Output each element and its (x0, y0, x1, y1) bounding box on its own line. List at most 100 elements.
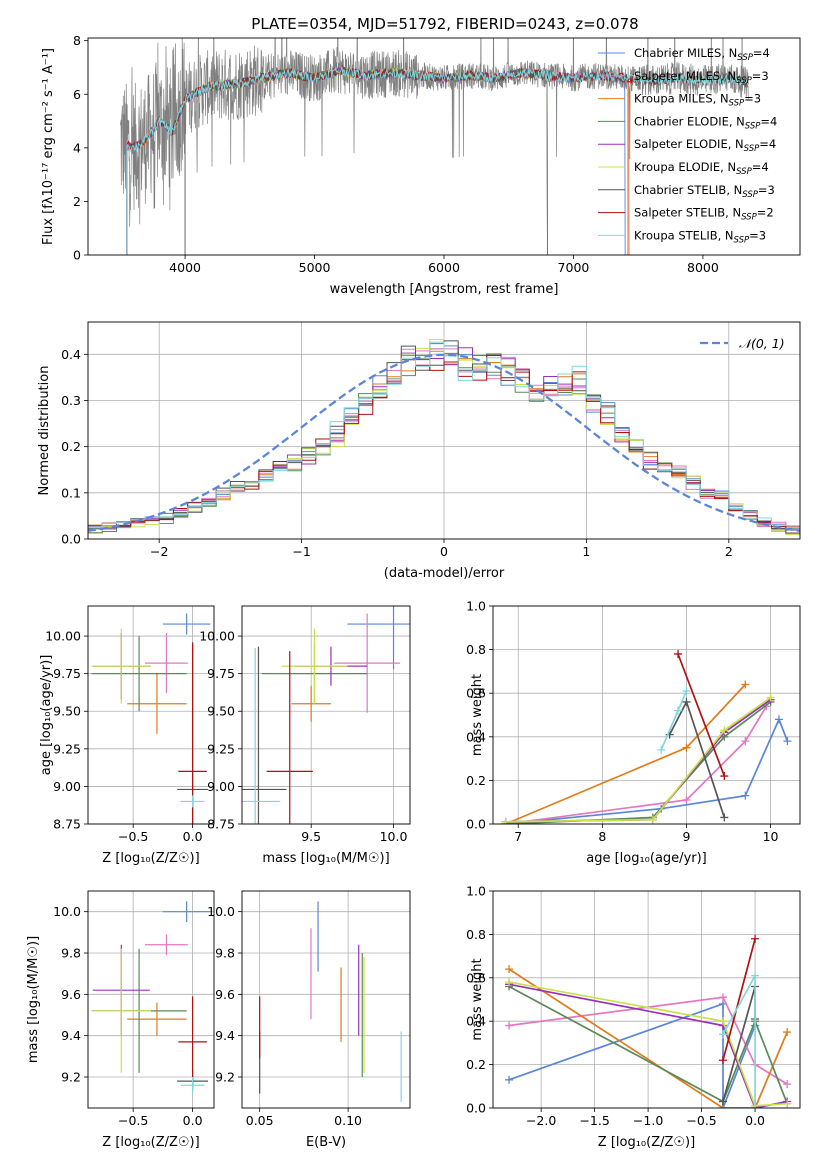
y-axis-label: mass weight (470, 674, 485, 756)
weight-line (505, 705, 768, 824)
weight-marker (741, 737, 750, 746)
y-tick-label: 0.2 (466, 1057, 486, 1072)
weight-marker (751, 934, 760, 943)
y-tick-label: 0.3 (61, 393, 81, 408)
panel-weight-vs-age: 7 8 9 10 0.0 0.2 0.4 0.6 0.8 1.0 age [log₁₀(age/yr… (466, 599, 801, 866)
axes-frame (87, 321, 801, 540)
weight-line (677, 653, 726, 777)
weight-line (508, 1002, 756, 1108)
y-tick-label: 9.75 (53, 666, 81, 681)
x-tick-label: 9 (682, 829, 690, 844)
x-tick-label: −1.0 (633, 1113, 663, 1128)
x-tick-label: 9.5 (301, 829, 321, 844)
x-tick-label: 0.05 (246, 1113, 274, 1128)
y-tick-label: 0.8 (466, 927, 486, 942)
axes-frame (87, 605, 215, 825)
weight-marker (648, 815, 657, 824)
x-tick-label: 4000 (169, 260, 201, 275)
x-tick-label: −0.5 (118, 829, 148, 844)
weight-marker (718, 1056, 727, 1065)
y-tick-label: 0.8 (466, 642, 486, 657)
x-tick-label: 7000 (558, 260, 590, 275)
y-tick-label: 9.4 (61, 1028, 81, 1043)
y-tick-label: 0.2 (61, 439, 81, 454)
residual-histogram (88, 341, 800, 539)
y-tick-label: 0.4 (466, 1014, 486, 1029)
y-tick-label: 0.4 (61, 347, 81, 362)
weight-marker (674, 706, 683, 715)
x-axis-label: Z [log₁₀(Z/Z☉)] (102, 851, 199, 866)
weight-marker (783, 1028, 792, 1037)
x-tick-label: −1.5 (579, 1113, 609, 1128)
y-axis-label: age [log₁₀(age/yr)] (39, 655, 54, 776)
weight-marker (766, 693, 775, 702)
y-tick-label: 8.75 (207, 817, 235, 832)
y-axis-label: mass [log₁₀(M/M☉)] (26, 936, 41, 1063)
y-axis-label: Flux [fλ10⁻¹⁷ erg cm⁻² s⁻¹ A⁻¹] (41, 48, 56, 245)
x-tick-label: 5000 (299, 260, 331, 275)
weight-marker (682, 687, 691, 696)
legend-entry: Salpeter ELODIE, NSSP=4 (634, 137, 776, 154)
weight-marker (505, 1075, 514, 1084)
y-tick-label: 9.2 (215, 1070, 235, 1085)
y-tick-label: 9.25 (207, 741, 235, 756)
x-tick-label: 0.10 (334, 1113, 362, 1128)
y-tick-label: 10.00 (199, 629, 235, 644)
model-fit-line (126, 66, 749, 255)
y-axis-label: mass weight (470, 958, 485, 1040)
weight-marker (774, 715, 783, 724)
legend-entry: Salpeter MILES, NSSP=3 (634, 69, 769, 86)
panel-residuals: −2 −1 0 1 2 0.0 0.1 0.2 0.3 0.4 (data-model)/error… (37, 321, 801, 581)
x-tick-label: 0 (440, 544, 448, 559)
weight-marker (505, 1021, 514, 1030)
weight-marker (682, 743, 691, 752)
panel-mass-vs-ebv: 0.05 0.10 9.2 9.4 9.6 9.8 10.0 E(B-V) (207, 890, 411, 1150)
plot-area (242, 606, 410, 824)
y-tick-label: 9.8 (215, 946, 235, 961)
y-tick-label: 0.0 (61, 532, 81, 547)
y-tick-label: 9.8 (61, 946, 81, 961)
panel-mass-vs-z: −0.5 0.0 9.2 9.4 9.6 9.8 10.0 Z [log₁₀(Z/Z☉)] ma… (26, 890, 215, 1150)
y-tick-label: 9.75 (207, 666, 235, 681)
plot-area (259, 901, 402, 1102)
panel-spectrum: 4000 5000 6000 7000 8000 0 2 4 6 8 wavelength [Ang… (41, 33, 801, 297)
weight-marker (682, 796, 691, 805)
y-tick-label: 9.00 (207, 779, 235, 794)
axes-frame (241, 605, 411, 825)
x-axis-label: wavelength [Angstrom, rest frame] (330, 282, 559, 297)
legend: Chabrier MILES, NSSP=4 Salpeter MILES, NS… (598, 46, 777, 245)
y-tick-label: 9.50 (53, 704, 81, 719)
legend-entry: Chabrier STELIB, NSSP=3 (634, 183, 775, 200)
weight-marker (720, 726, 729, 735)
y-tick-label: 0.4 (466, 729, 486, 744)
plot-area (120, 38, 749, 255)
plot-area (91, 613, 211, 824)
y-tick-label: 0.6 (466, 970, 486, 985)
y-tick-label: 10.00 (45, 629, 81, 644)
x-tick-label: −2.0 (526, 1113, 556, 1128)
x-tick-label: −1 (292, 544, 310, 559)
x-tick-label: 0.0 (745, 1113, 765, 1128)
weight-marker (657, 745, 666, 754)
x-axis-label: (data-model)/error (384, 566, 505, 581)
axes-frame (492, 605, 801, 825)
weight-line (508, 968, 788, 1108)
figure-title: PLATE=0354, MJD=51792, FIBERID=0243, z=0… (251, 15, 638, 33)
legend-entry: 𝒩(0, 1) (739, 336, 785, 351)
weight-marker (505, 978, 514, 987)
weight-marker (718, 1017, 727, 1026)
weight-line (505, 696, 772, 823)
legend-entry: Chabrier MILES, NSSP=4 (634, 46, 770, 63)
x-tick-label: −2 (150, 544, 168, 559)
y-tick-label: 9.4 (215, 1028, 235, 1043)
y-tick-label: 9.6 (215, 987, 235, 1002)
x-axis-label: Z [log₁₀(Z/Z☉)] (102, 1135, 199, 1150)
weight-marker (783, 1099, 792, 1108)
x-tick-label: 10.0 (380, 829, 408, 844)
y-tick-label: 10.0 (53, 904, 81, 919)
weight-marker (741, 791, 750, 800)
y-tick-label: 0 (73, 248, 81, 263)
weight-line (505, 699, 772, 823)
y-tick-label: 4 (73, 140, 81, 155)
weight-marker (720, 772, 729, 781)
